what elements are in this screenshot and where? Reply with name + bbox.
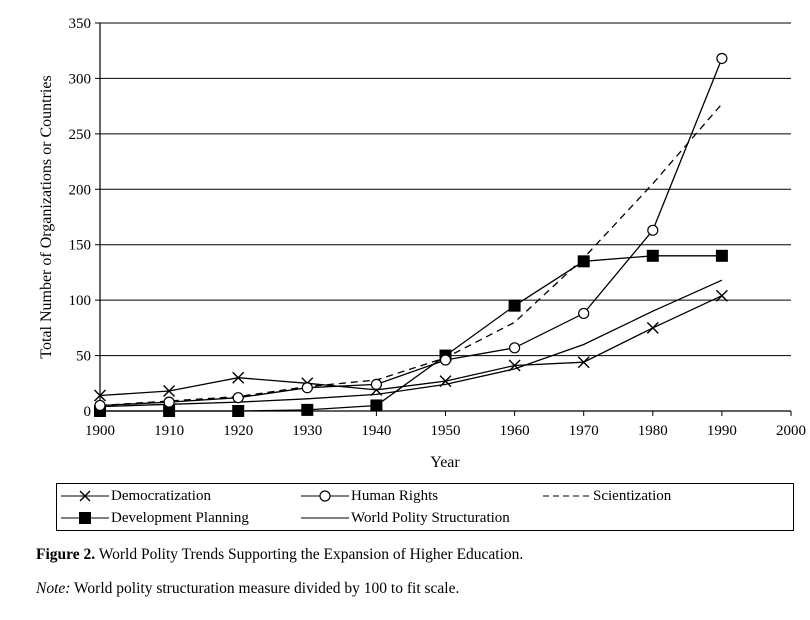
series-scientization [99, 103, 723, 407]
figure-caption-label: Figure 2. [36, 546, 96, 563]
y-tick-label-100: 100 [69, 293, 92, 309]
y-tick-label-300: 300 [69, 71, 92, 87]
series-world-polity-structuration [99, 279, 723, 408]
series-democratization [94, 289, 728, 402]
series-line-democratization [99, 295, 723, 397]
point-human-rights-1970 [578, 307, 590, 320]
figure-note: Note: World polity structuration measure… [36, 580, 459, 598]
legend-swatch-human-rights [301, 490, 349, 502]
point-human-rights-1990 [716, 52, 728, 65]
series-development-planning [94, 249, 728, 417]
series-line-human-rights [99, 58, 723, 407]
x-tick-label-1930: 1930 [292, 423, 322, 439]
legend-item-world-polity-structuration: World Polity Structuration [301, 508, 510, 528]
point-democratization-1980 [646, 321, 659, 334]
point-human-rights-1950 [439, 354, 452, 366]
point-human-rights-1980 [647, 224, 659, 236]
series-line-development-planning [100, 255, 722, 412]
x-tick-label-1940: 1940 [361, 423, 391, 439]
point-development-planning-1980 [646, 249, 659, 262]
y-tick-labels: 0 50 100 150 200 250 300 350 [69, 16, 92, 420]
y-tick-label-200: 200 [69, 182, 92, 198]
point-development-planning-1910 [163, 405, 176, 417]
x-tick-label-1900: 1900 [85, 423, 115, 439]
point-development-planning-1970 [577, 255, 590, 268]
legend-swatch-world-polity-structuration [301, 517, 349, 519]
x-axis-label: Year [430, 454, 460, 471]
point-human-rights-1960 [508, 342, 521, 354]
x-tick-label-1950: 1950 [431, 423, 461, 439]
point-development-planning-1940 [370, 399, 383, 412]
x-tick-label-1990: 1990 [707, 423, 737, 439]
legend: Democratization Human Rights Scientizati… [56, 483, 794, 531]
x-tick-labels: 1900 1910 1920 1930 1940 1950 1960 1970 1980 1990… [85, 423, 806, 439]
gridlines [100, 22, 791, 357]
legend-label-development-planning: Development Planning [111, 509, 249, 526]
point-human-rights-1940 [370, 378, 382, 390]
point-development-planning-1920 [232, 405, 245, 417]
point-human-rights-1930 [301, 382, 313, 394]
point-democratization-1920 [232, 371, 245, 384]
point-human-rights-1910 [163, 396, 175, 408]
series-human-rights [94, 52, 728, 412]
point-democratization-1970 [577, 356, 590, 369]
x-tick-label-1980: 1980 [638, 423, 668, 439]
series-layer [94, 52, 728, 417]
point-democratization-1990 [715, 289, 728, 302]
x-tick-label-2000: 2000 [776, 423, 806, 439]
legend-label-world-polity-structuration: World Polity Structuration [351, 509, 510, 526]
x-tick-label-1960: 1960 [500, 423, 530, 439]
legend-label-human-rights: Human Rights [351, 487, 439, 504]
legend-item-development-planning: Development Planning [61, 508, 249, 528]
legend-label-democratization: Democratization [111, 487, 211, 504]
legend-item-democratization: Democratization [61, 486, 211, 506]
y-axis-label: Total Number of Organizations or Countri… [38, 75, 55, 358]
figure-note-text: World polity structuration measure divid… [74, 580, 460, 597]
y-tick-label-50: 50 [76, 349, 91, 365]
point-democratization-1950 [439, 375, 452, 388]
point-human-rights-1900 [94, 399, 106, 412]
y-tick-label-0: 0 [84, 404, 92, 420]
series-line-scientization [99, 103, 723, 407]
legend-item-human-rights: Human Rights [301, 486, 438, 506]
point-democratization-1910 [163, 385, 176, 398]
legend-item-scientization: Scientization [543, 486, 671, 506]
point-development-planning-1930 [301, 403, 314, 416]
point-democratization-1900 [94, 389, 106, 402]
figure-caption: Figure 2. World Polity Trends Supporting… [36, 546, 523, 564]
point-human-rights-1920 [232, 392, 244, 404]
point-development-planning-1960 [508, 299, 521, 312]
x-tick-label-1970: 1970 [569, 423, 599, 439]
figure-caption-text: World Polity Trends Supporting the Expan… [98, 546, 524, 563]
legend-label-scientization: Scientization [593, 487, 672, 504]
y-tick-label-150: 150 [69, 238, 92, 254]
point-development-planning-1990 [715, 249, 728, 262]
legend-swatch-scientization [543, 495, 591, 497]
legend-swatch-democratization [61, 490, 109, 502]
point-democratization-1960 [508, 359, 521, 372]
x-tick-label-1910: 1910 [154, 423, 184, 439]
x-tick-label-1920: 1920 [223, 423, 253, 439]
y-tick-label-350: 350 [69, 16, 92, 32]
series-line-world-polity-structuration [99, 279, 723, 408]
figure-note-label: Note: [36, 580, 71, 597]
legend-swatch-development-planning [61, 512, 109, 524]
y-tick-label-250: 250 [69, 127, 92, 143]
